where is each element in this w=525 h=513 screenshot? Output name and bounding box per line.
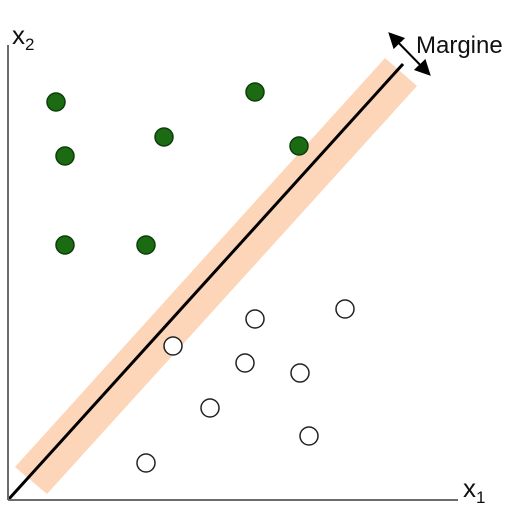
positive-point (46, 92, 66, 112)
margin-band (15, 58, 417, 494)
positive-class-points (46, 82, 309, 255)
negative-point (299, 426, 319, 446)
negative-point (136, 453, 156, 473)
negative-class-points (136, 299, 355, 473)
positive-point (289, 136, 309, 156)
margin-width-arrow (388, 32, 431, 76)
negative-point (335, 299, 355, 319)
y-axis-label: x2 (12, 20, 34, 54)
negative-point (163, 336, 183, 356)
positive-point (136, 235, 156, 255)
negative-point (200, 398, 220, 418)
negative-point (290, 363, 310, 383)
negative-point (245, 309, 265, 329)
positive-point (154, 127, 174, 147)
positive-point (55, 146, 75, 166)
separating-line (6, 62, 405, 502)
margin-label: Margine (416, 32, 503, 59)
x-axis-label: x1 (463, 473, 485, 507)
negative-point (235, 353, 255, 373)
positive-point (55, 235, 75, 255)
positive-point (245, 82, 265, 102)
